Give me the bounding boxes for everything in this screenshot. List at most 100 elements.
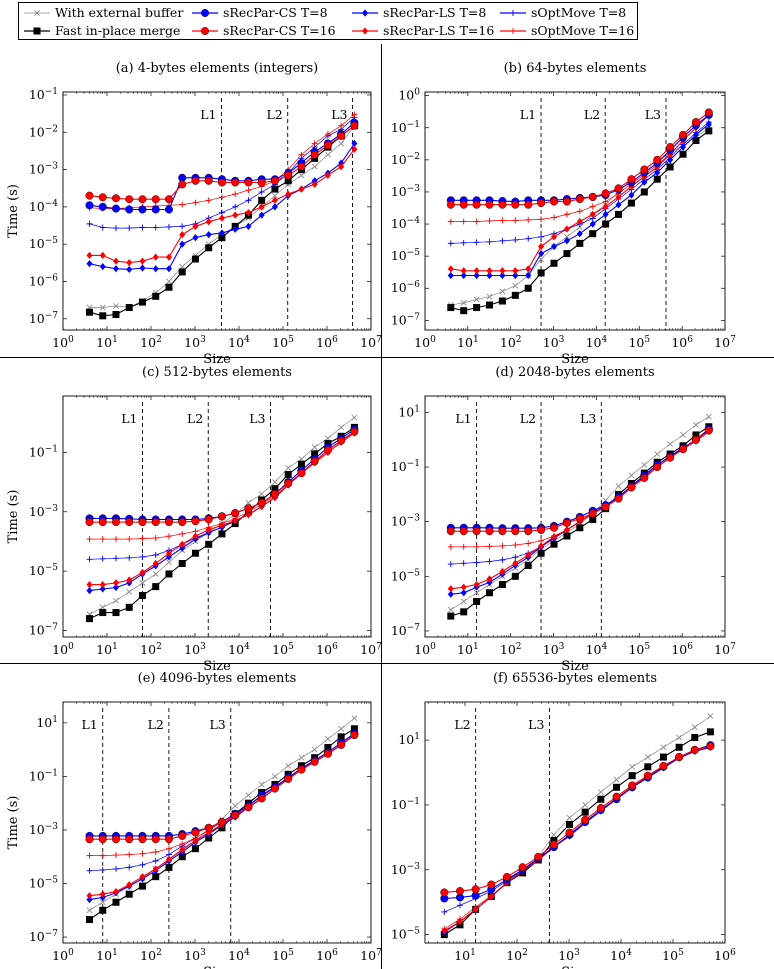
- data-point: [258, 189, 265, 196]
- legend-marker-diamond: [362, 8, 368, 17]
- data-point: [204, 515, 213, 524]
- data-point: [178, 180, 187, 189]
- series-line: [444, 744, 711, 900]
- data-point: [191, 176, 200, 185]
- data-point: [350, 731, 359, 740]
- data-point: [112, 898, 120, 906]
- data-point: [324, 736, 331, 742]
- data-point: [179, 840, 186, 847]
- data-point: [111, 835, 120, 844]
- data-point: [218, 530, 226, 538]
- data-point: [576, 239, 584, 247]
- data-point: [338, 725, 345, 732]
- x-tick-label: 102: [140, 335, 162, 350]
- data-point: [311, 450, 319, 458]
- cache-label-l1: L1: [81, 717, 97, 732]
- data-point: [447, 271, 454, 280]
- data-point: [297, 460, 305, 468]
- plot-frame: [62, 395, 372, 638]
- data-point: [178, 831, 187, 840]
- chart-title: (f) 65536-bytes elements: [493, 671, 657, 686]
- data-point: [164, 518, 173, 527]
- data-point: [179, 231, 186, 239]
- legend-label: sOptMove T=8: [531, 5, 627, 20]
- legend-label: sRecPar-CS T=16: [223, 23, 336, 38]
- series-srecpar-ls-t-8: [86, 139, 358, 274]
- series-srecpar-cs-t-16: [85, 427, 359, 527]
- data-point: [537, 525, 546, 534]
- data-point: [139, 535, 146, 542]
- data-point: [151, 518, 160, 527]
- data-point: [666, 143, 675, 152]
- data-point: [667, 441, 674, 447]
- x-tick-label: 106: [671, 642, 693, 657]
- data-point: [205, 540, 213, 548]
- legend-marker-circle: [200, 26, 209, 35]
- data-point: [272, 773, 278, 780]
- chart-title: (d) 2048-bytes elements: [495, 365, 654, 380]
- legend-entry-soptmove-t-16: sOptMove T=16: [499, 21, 634, 40]
- data-point: [486, 217, 493, 224]
- data-point: [676, 734, 683, 741]
- data-point: [566, 814, 573, 821]
- data-point: [534, 852, 543, 861]
- data-point: [111, 518, 120, 527]
- data-point: [691, 435, 700, 444]
- data-point: [217, 817, 226, 826]
- x-tick-label: 104: [586, 642, 608, 657]
- x-tick-label: 107: [714, 335, 736, 350]
- data-point: [337, 733, 345, 741]
- series-srecpar-cs-t-16: [85, 731, 359, 844]
- legend-entry-srecpar-ls-t-16: sRecPar-LS T=16: [351, 21, 494, 40]
- data-point: [601, 189, 610, 198]
- cache-label-l1: L1: [200, 107, 216, 122]
- data-point: [232, 225, 239, 233]
- data-point: [270, 176, 279, 185]
- data-point: [165, 533, 172, 540]
- data-point: [86, 587, 93, 595]
- data-point: [447, 606, 454, 613]
- data-point: [139, 224, 146, 231]
- data-point: [192, 222, 199, 230]
- data-point: [704, 108, 713, 117]
- data-point: [690, 745, 699, 754]
- data-point: [338, 140, 345, 147]
- data-point: [589, 220, 596, 228]
- x-axis-label: Size: [561, 352, 589, 367]
- data-point: [499, 567, 506, 576]
- y-tick-label: 10−1: [391, 459, 420, 474]
- data-point: [524, 200, 533, 209]
- data-point: [218, 214, 225, 222]
- data-point: [152, 873, 160, 881]
- data-point: [654, 451, 661, 457]
- x-tick-label: 102: [140, 642, 162, 657]
- data-point: [666, 163, 674, 171]
- data-point: [615, 193, 622, 201]
- chart-title: (a) 4-bytes elements (integers): [116, 61, 319, 76]
- data-point: [86, 251, 93, 259]
- data-point: [139, 568, 146, 577]
- data-point: [138, 592, 146, 600]
- y-tick-label: 10−3: [29, 504, 58, 519]
- data-point: [460, 267, 467, 275]
- y-axis-label: Time (s): [6, 796, 21, 850]
- series-line: [444, 745, 711, 930]
- data-point: [563, 237, 570, 245]
- x-tick-label: 105: [628, 642, 650, 657]
- data-point: [111, 194, 120, 203]
- data-point: [627, 483, 636, 492]
- series-fast-in-place-merge: [447, 127, 713, 315]
- data-point: [576, 224, 583, 231]
- data-point: [271, 203, 278, 211]
- data-point: [99, 555, 106, 562]
- legend-label: sRecPar-CS T=8: [223, 5, 328, 20]
- data-point: [460, 598, 467, 605]
- data-point: [284, 479, 293, 488]
- data-point: [245, 499, 252, 506]
- data-point: [152, 559, 159, 568]
- data-point: [205, 834, 213, 842]
- data-point: [602, 202, 609, 211]
- data-point: [139, 264, 146, 272]
- data-point: [126, 536, 133, 543]
- data-point: [615, 483, 622, 490]
